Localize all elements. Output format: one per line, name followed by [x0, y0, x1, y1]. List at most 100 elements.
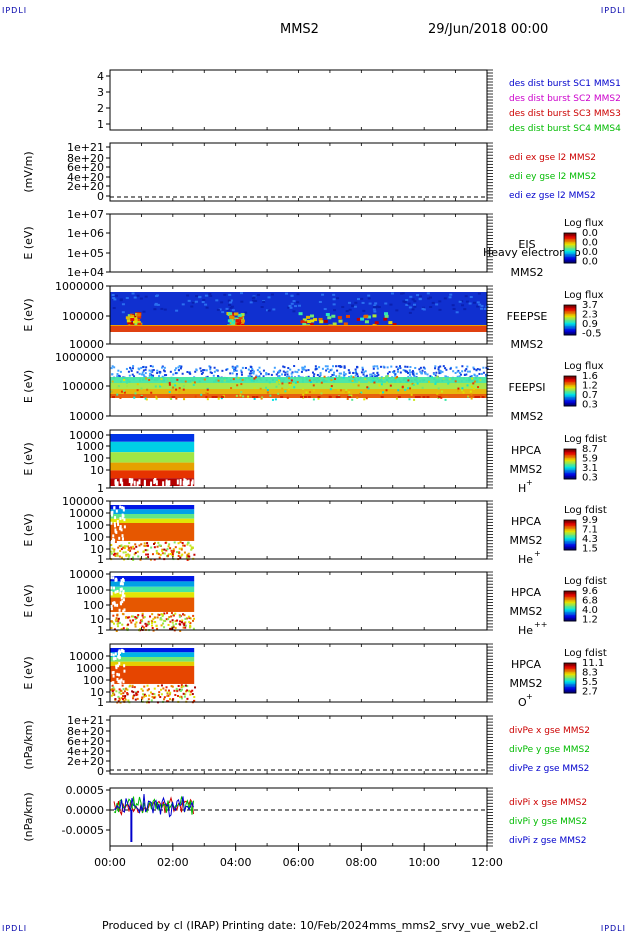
heatmap-speck: [438, 300, 442, 303]
heatmap-speck: [290, 302, 294, 305]
heatmap-gap: [179, 479, 182, 485]
heatmap-speck: [169, 547, 172, 550]
heatmap-speck: [367, 294, 371, 297]
heatmap-speck: [132, 697, 135, 700]
heatmap-speck: [261, 396, 264, 399]
heatmap-speck: [112, 686, 115, 689]
heatmap-blob: [388, 321, 393, 325]
y-tick-label: 1e+21: [67, 714, 104, 727]
heatmap-speck: [302, 379, 305, 382]
heatmap-speck: [120, 545, 123, 548]
heatmap-speck: [340, 365, 343, 368]
heatmap-speck: [157, 613, 160, 616]
heatmap-speck: [111, 373, 114, 376]
heatmap-speck: [166, 395, 169, 398]
heatmap-gap: [119, 681, 122, 685]
y-tick-label: 1: [97, 118, 104, 131]
heatmap-speck: [372, 306, 376, 309]
heatmap-speck: [183, 551, 186, 554]
heatmap-speck: [135, 621, 138, 624]
heatmap-speck: [156, 616, 159, 619]
heatmap-blob: [130, 314, 135, 318]
instrument-label: HPCA: [511, 586, 542, 599]
species-label: He: [518, 624, 533, 637]
colorbar-step: [564, 449, 576, 451]
heatmap-speck: [437, 387, 440, 390]
heatmap-speck: [147, 620, 150, 623]
colorbar-step: [564, 245, 576, 247]
heatmap-gap: [110, 586, 113, 590]
colorbar-step: [564, 312, 576, 315]
heatmap-speck: [292, 310, 296, 313]
heatmap-speck: [372, 372, 375, 375]
heatmap-speck: [394, 374, 397, 377]
heatmap-speck: [120, 697, 123, 700]
heatmap-speck: [175, 397, 178, 400]
y-axis-label: E (eV): [22, 442, 35, 475]
heatmap-speck: [183, 695, 186, 698]
heatmap-speck: [183, 624, 186, 627]
heatmap-speck: [181, 303, 185, 306]
heatmap-speck: [379, 365, 382, 368]
heatmap-speck: [166, 548, 169, 551]
heatmap-gap: [116, 672, 119, 676]
colorbar-tick-label: 0.3: [582, 400, 598, 411]
heatmap-speck: [153, 546, 156, 549]
heatmap-speck: [220, 397, 223, 400]
heatmap-speck: [144, 295, 148, 298]
heatmap-speck: [285, 375, 288, 378]
heatmap-gap: [143, 479, 146, 485]
colorbar-step: [564, 664, 576, 667]
heatmap-speck: [463, 308, 467, 311]
heatmap-gap: [112, 681, 115, 685]
heatmap-speck: [361, 301, 365, 304]
heatmap-speck: [289, 306, 293, 309]
colorbar-title: Log flux: [564, 290, 604, 301]
heatmap-speck: [231, 366, 234, 369]
heatmap-blob: [327, 316, 332, 320]
heatmap-speck: [321, 367, 324, 370]
heatmap-gap: [118, 650, 121, 654]
colorbar-tick-label: 0.9: [582, 319, 598, 330]
y-axis-label: E (eV): [22, 656, 35, 689]
colorbar-tick-label: 0.3: [582, 473, 598, 484]
heatmap-speck: [140, 543, 143, 546]
heatmap-speck: [280, 373, 283, 376]
heatmap-blob: [374, 321, 379, 325]
y-tick-label: 0.0005: [66, 784, 105, 797]
heatmap-speck: [159, 618, 162, 621]
heatmap-speck: [169, 396, 172, 399]
heatmap-speck: [138, 372, 141, 375]
heatmap-speck: [165, 549, 168, 552]
heatmap-speck: [360, 371, 363, 374]
heatmap-gap: [118, 673, 121, 677]
heatmap-speck: [275, 373, 278, 376]
colorbar-step: [564, 675, 576, 677]
heatmap-speck: [313, 373, 316, 376]
heatmap-speck: [190, 305, 194, 308]
heatmap-speck: [270, 293, 274, 296]
heatmap-speck: [371, 375, 374, 378]
colorbar-step: [564, 459, 576, 462]
colorbar-step: [564, 323, 576, 325]
heatmap-speck: [486, 367, 489, 370]
heatmap-speck: [332, 298, 336, 301]
colorbar-step: [564, 594, 576, 596]
heatmap-speck: [460, 389, 463, 392]
heatmap-gap: [162, 481, 165, 487]
heatmap-speck: [191, 301, 195, 304]
footer-produced: Produced by cl (IRAP): [102, 919, 220, 932]
heatmap-speck: [362, 373, 365, 376]
heatmap-speck: [125, 297, 129, 300]
heatmap-speck: [124, 551, 127, 554]
heatmap-speck: [177, 369, 180, 372]
heatmap-speck: [149, 365, 152, 368]
heatmap-speck: [441, 370, 444, 373]
heatmap-speck: [466, 384, 469, 387]
heatmap-blob: [134, 322, 139, 326]
heatmap-speck: [470, 385, 473, 388]
heatmap-speck: [419, 370, 422, 373]
heatmap-speck: [445, 368, 448, 371]
heatmap-speck: [232, 378, 235, 381]
